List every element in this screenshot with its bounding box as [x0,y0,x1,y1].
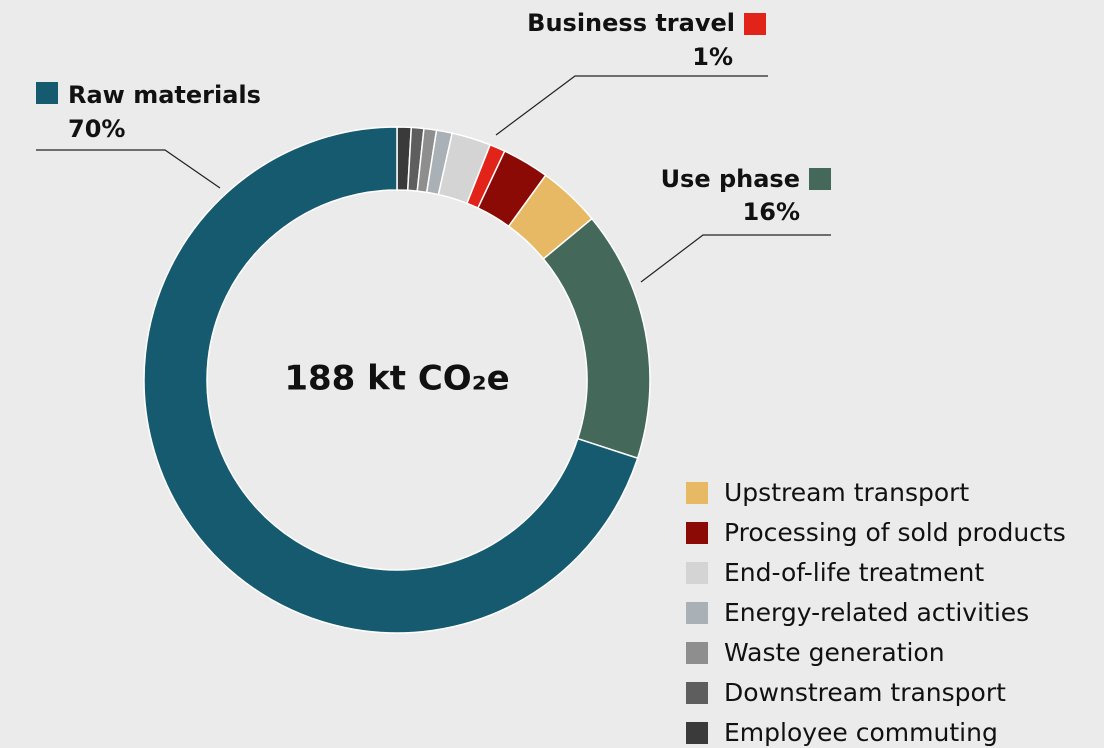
donut-segment [143,126,639,634]
callout-swatch [809,168,831,190]
leader-line [640,234,831,283]
legend-label: Employee commuting [724,718,998,747]
callout-value: 70% [68,115,125,143]
legend-label: Processing of sold products [724,518,1066,547]
center-label: 188 kt CO₂e [284,359,509,399]
legend-swatch [686,682,708,704]
leader-line [36,149,221,189]
legend-swatch [686,482,708,504]
legend-label: End-of-life treatment [724,558,984,587]
callout-label: Raw materials [68,81,261,109]
legend-swatch [686,562,708,584]
legend-label: Energy-related activities [724,598,1029,627]
legend-swatch [686,722,708,744]
legend-swatch [686,602,708,624]
legend-swatch [686,522,708,544]
callout-label: Business travel [527,9,735,37]
callout-label: Use phase [661,165,800,193]
leader-line [495,75,768,136]
legend-swatch [686,642,708,664]
callout-swatch [36,82,58,104]
callout-value: 1% [692,43,733,71]
legend-label: Waste generation [724,638,945,667]
legend-label: Upstream transport [724,478,969,507]
callout-swatch [744,13,766,35]
callout-value: 16% [743,198,800,226]
legend-label: Downstream transport [724,678,1006,707]
